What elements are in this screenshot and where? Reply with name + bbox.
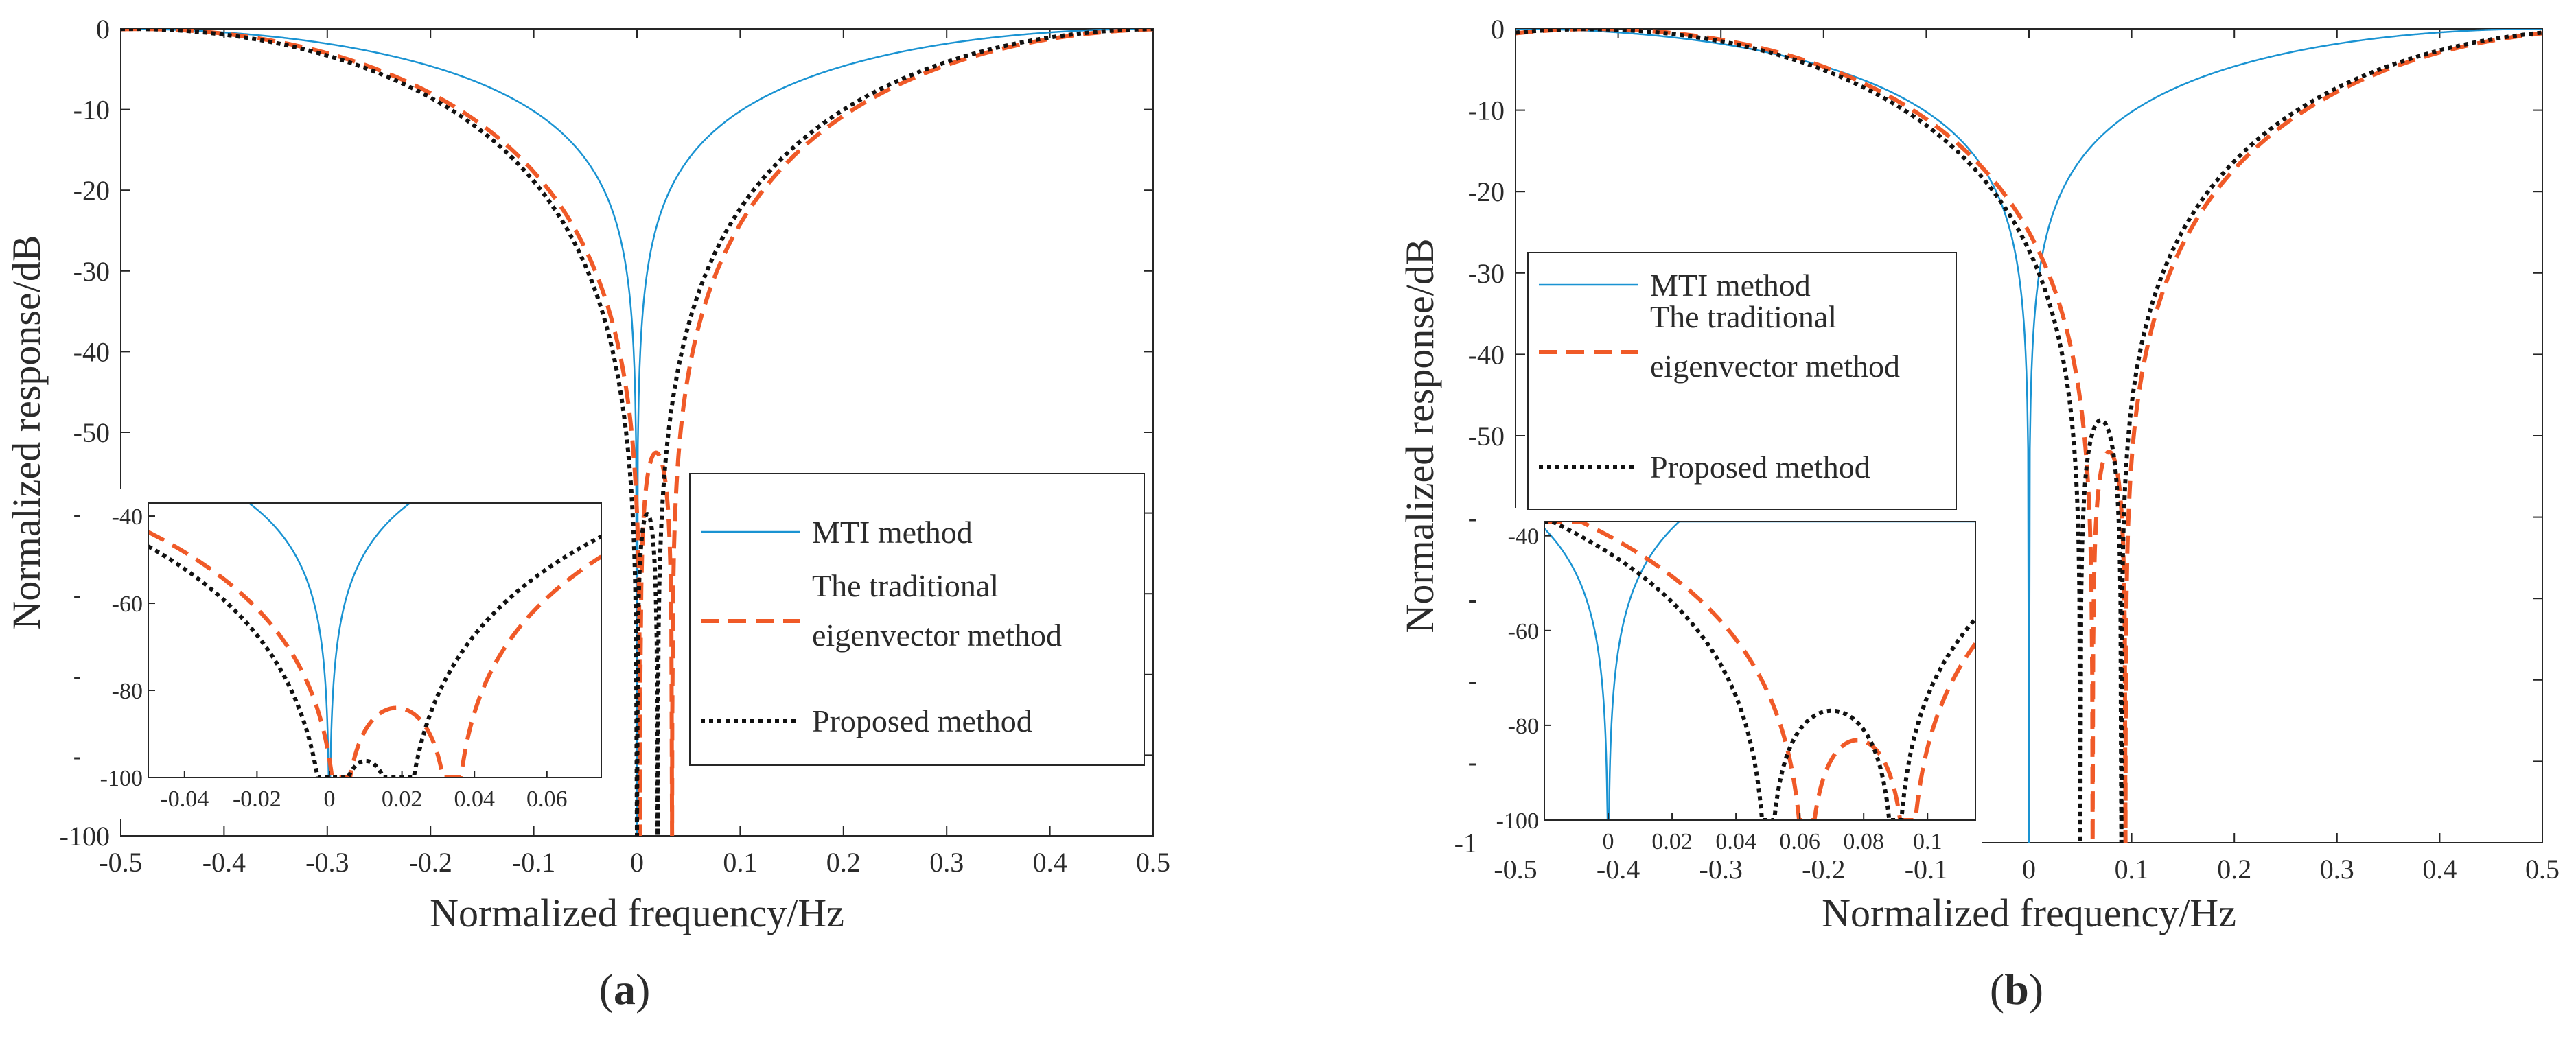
series-group [1516, 29, 2542, 843]
legend-label-line: The traditional [1650, 299, 1837, 334]
y-tick-label: -30 [1468, 258, 1505, 289]
legend-label: Proposed method [812, 703, 1032, 738]
x-tick-label: -0.5 [99, 847, 142, 878]
legend-label: MTI method [812, 515, 973, 550]
inset-y-tick-label: -60 [1508, 619, 1539, 644]
y-tick-label: -10 [73, 95, 110, 126]
chart-panel-a: -0.5 -0.4 -0.3 -0.2 -0.1 0 0.1 0.2 0.3 0.4 0.5 0 -10… [4, 14, 1170, 1014]
inset-series-line-mti-method [148, 503, 601, 778]
series-group [121, 29, 1153, 836]
inset-y-tick-label: -40 [112, 504, 143, 530]
panel-label-paren: ( [599, 965, 614, 1014]
inset-series-line-the-traditional-eigenvector-method [1544, 522, 1975, 820]
legend-label-line: eigenvector method [1650, 349, 1900, 384]
x-tick-label: 0.1 [723, 847, 757, 878]
series-line-proposed-method [121, 29, 1153, 836]
x-tick-label: -0.1 [512, 847, 555, 878]
inset-y-tick-label: -40 [1508, 524, 1539, 550]
x-tick-label: 0.3 [2320, 854, 2354, 885]
x-tick-label: 0.2 [2217, 854, 2251, 885]
inset-x-tick-label: 0.1 [1913, 829, 1942, 854]
x-tick-label: 0.3 [929, 847, 964, 878]
inset-y-tick-label: -80 [112, 679, 143, 704]
y-tick-label: -50 [1468, 421, 1505, 452]
series-line-mti-method [1516, 29, 2542, 843]
y-tick-label: -30 [73, 256, 110, 287]
inset-x-tick-label: 0.06 [1779, 829, 1820, 854]
legend-label: MTI method [1650, 268, 1811, 303]
inset-series-line-the-traditional-eigenvector-method [148, 530, 601, 778]
y-tick-label: -20 [1468, 176, 1505, 207]
panel-label-paren: ) [2029, 965, 2043, 1014]
y-tick-label: 0 [96, 14, 110, 45]
y-axis-label: Normalized response/dB [1397, 238, 1442, 633]
inset-y-tick-label: -80 [1508, 714, 1539, 739]
x-tick-label: -0.4 [202, 847, 246, 878]
chart-panel-b: -0.5 -0.4 -0.3 -0.2 -0.1 0 0.1 0.2 0.3 0.4 0.50-10… [1397, 14, 2560, 1014]
inset-y-tick-label: -100 [100, 766, 143, 791]
x-tick-label: -0.3 [305, 847, 349, 878]
panel-label: (b) [1990, 965, 2043, 1014]
inset-y-tick-label: -100 [1496, 808, 1539, 834]
x-axis-label: Normalized frequency/Hz [1822, 891, 2236, 935]
x-tick-label: 0.1 [2115, 854, 2149, 885]
inset-x-tick-label: 0.04 [1715, 829, 1756, 854]
inset-series-line-proposed-method [148, 535, 601, 778]
y-tick-label: -50 [73, 417, 110, 448]
series-line-the-traditional-eigenvector-method [1516, 29, 2542, 843]
inset-x-tick-label: 0 [324, 786, 336, 812]
panel-label-letter: a [614, 965, 636, 1014]
inset-x-tick-label: -0.04 [160, 786, 209, 812]
inset-x-tick-label: 0.08 [1843, 829, 1884, 854]
inset-plot-area [1544, 521, 1976, 821]
panel-label-paren: ) [636, 965, 650, 1014]
y-tick-label: -10 [1468, 95, 1505, 126]
inset-background [80, 489, 608, 819]
y-tick-label: 0 [1491, 14, 1505, 45]
legend-label: The traditional eigenvector method [812, 568, 1062, 653]
legend-label-line: The traditional [812, 568, 999, 603]
panel-label: (a) [599, 965, 651, 1014]
y-axis-label: Normalized response/dB [4, 235, 49, 629]
inset-background [1476, 508, 1982, 861]
legend-label: The traditional eigenvector method [1650, 299, 1900, 384]
x-tick-label: 0.5 [2525, 854, 2560, 885]
inset-y-tick-label: -60 [112, 592, 143, 617]
x-tick-label: 0.5 [1136, 847, 1170, 878]
x-tick-label: 0 [2022, 854, 2036, 885]
panel-label-paren: ( [1990, 965, 2004, 1014]
inset-x-tick-label: 0.02 [1651, 829, 1693, 854]
inset-series-line-mti-method [1544, 522, 1975, 820]
y-tick-label: -40 [1468, 339, 1505, 370]
y-tick-label: -20 [73, 175, 110, 206]
x-tick-label: 0.4 [2422, 854, 2457, 885]
legend-label-line: eigenvector method [812, 618, 1062, 653]
x-axis-label: Normalized frequency/Hz [430, 891, 844, 935]
series-line-proposed-method [1516, 29, 2542, 843]
series-line-mti-method [121, 29, 1153, 836]
inset-x-tick-label: 0 [1603, 829, 1614, 854]
y-tick-label: -40 [73, 336, 110, 367]
legend-label: Proposed method [1650, 450, 1870, 485]
x-tick-label: 0.2 [826, 847, 861, 878]
inset-series-group [1544, 522, 1975, 820]
inset-x-tick-label: 0.06 [526, 786, 568, 812]
inset-series-group [148, 503, 601, 778]
x-tick-label: -0.2 [409, 847, 452, 878]
x-tick-label: 0.4 [1033, 847, 1067, 878]
panel-label-letter: b [2004, 965, 2029, 1014]
inset-x-tick-label: -0.02 [233, 786, 281, 812]
y-tick-label: -100 [60, 821, 110, 852]
inset-x-tick-label: 0.04 [454, 786, 495, 812]
inset-x-tick-label: 0.02 [382, 786, 423, 812]
x-tick-label: 0 [630, 847, 644, 878]
inset-plot-area [148, 502, 602, 778]
